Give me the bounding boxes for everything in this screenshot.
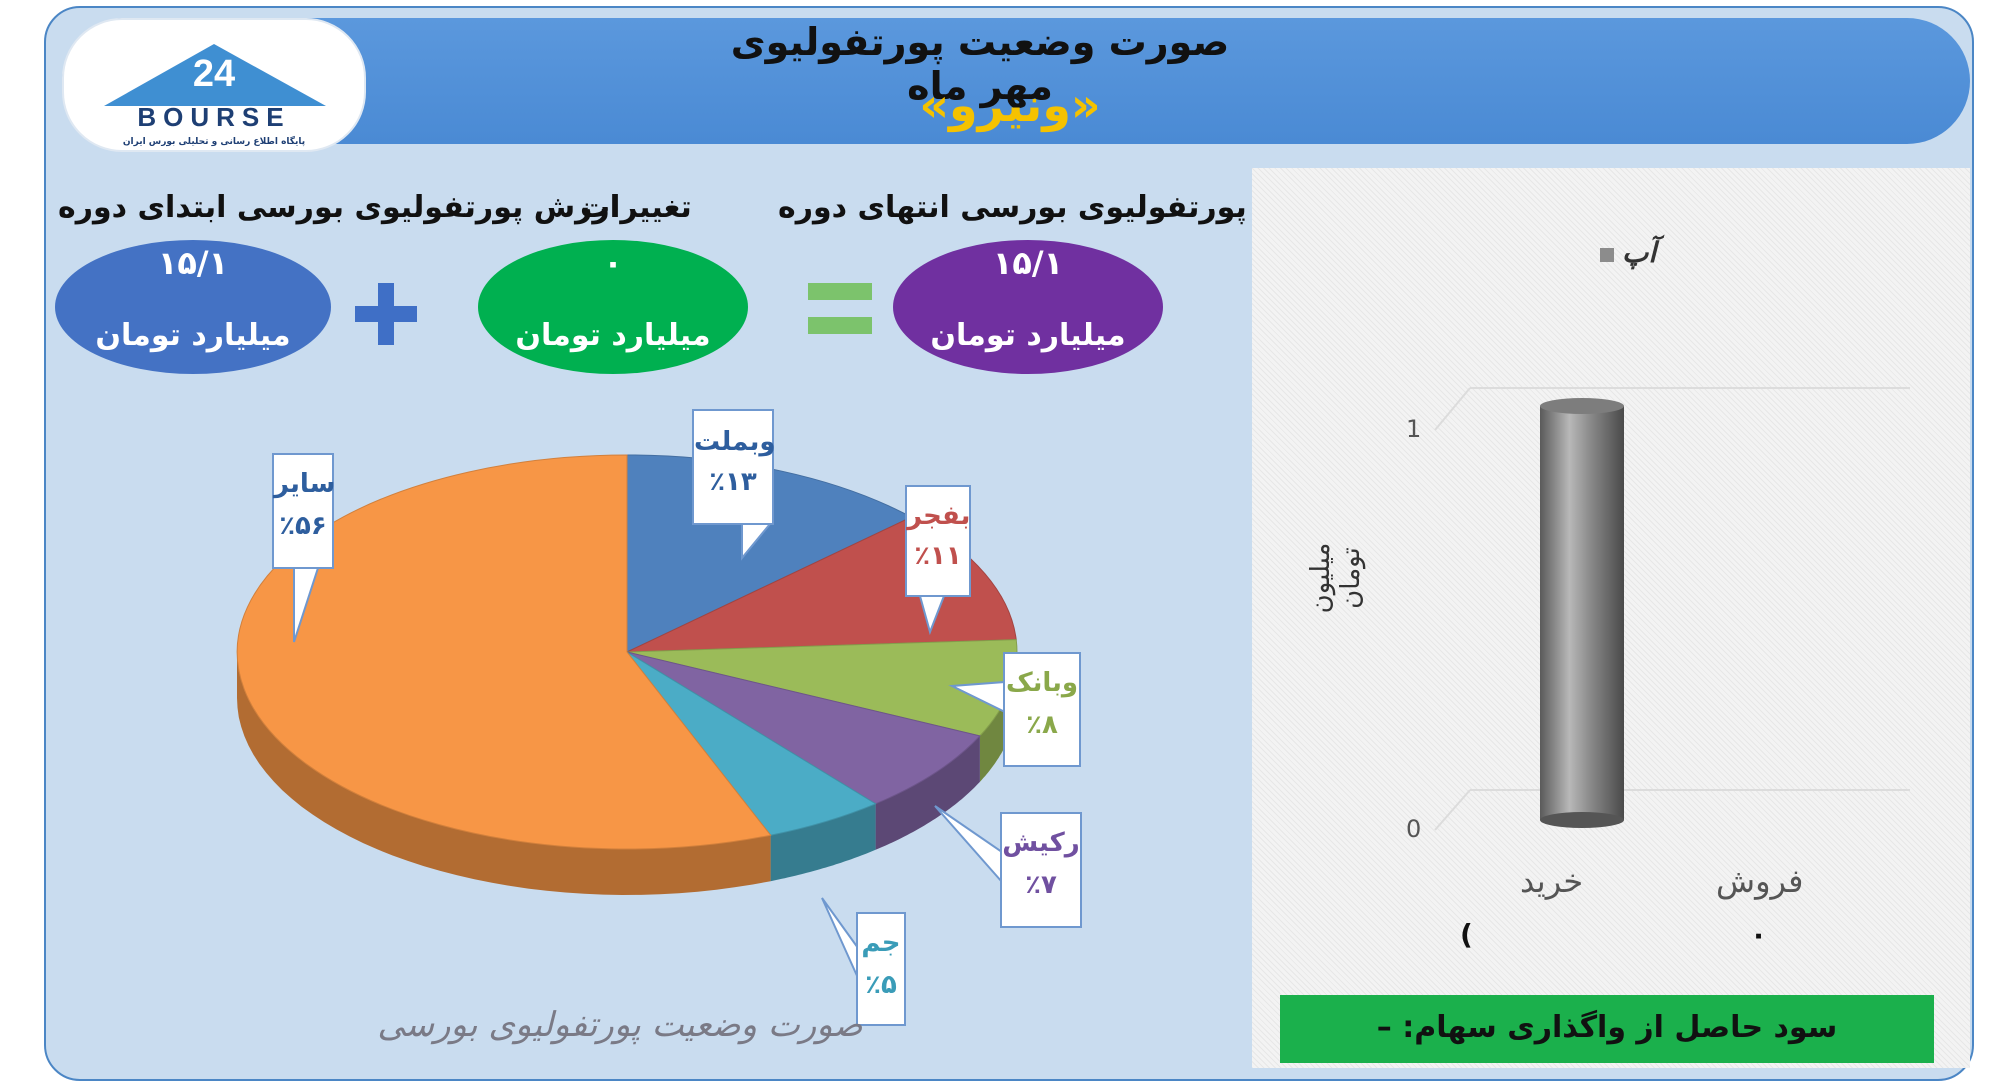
callout-percent: ٪۱۱ xyxy=(914,541,962,571)
logo-tagline: پایگاه اطلاع رسانی و تحلیلی بورس ایران xyxy=(123,135,305,147)
legend-swatch xyxy=(1600,248,1614,262)
page-title: صورت وضعیت پورتفولیوی مهر ماه xyxy=(730,20,1230,108)
pie-slice-3 xyxy=(626,651,981,805)
pie-side-2 xyxy=(979,652,1017,782)
logo-text: BOURSE xyxy=(137,102,290,132)
callout-name: بفجر xyxy=(907,501,971,531)
equals-icon xyxy=(808,283,872,335)
callout-name: وبانک xyxy=(1005,668,1079,698)
callout-bfajr: بفجر ٪۱۱ xyxy=(905,485,971,597)
callout-sayer: سایر ٪۵۶ xyxy=(272,453,336,569)
callout-percent: ٪۵۶ xyxy=(279,511,327,541)
portfolio-pie-chart xyxy=(236,454,1018,979)
callout-vbank: وبانک ٪۸ xyxy=(1003,652,1081,767)
pie-caption: صورت وضعیت پورتفولیوی بورسی xyxy=(377,1005,863,1045)
pie-side-5 xyxy=(237,652,771,895)
change-value-oval: ۰ میلیارد تومان xyxy=(478,240,748,374)
change-label: تغییرات xyxy=(580,190,692,225)
pie-slice-5 xyxy=(236,454,772,850)
end-value-label: ارزش پورتفولیوی بورسی انتهای دوره xyxy=(778,190,1344,225)
buy-value-text: ( xyxy=(1460,918,1473,951)
callout-name: رکیش xyxy=(1002,828,1080,858)
callout-rkish: رکیش ٪۷ xyxy=(1000,812,1082,928)
start-value-label: ارزش پورتفولیوی بورسی ابتدای دوره xyxy=(58,190,620,225)
sale-profit-bar: سود حاصل از واگذاری سهام: – xyxy=(1280,995,1934,1063)
legend-label: آپ xyxy=(1622,236,1657,269)
callout-name: جم xyxy=(861,928,901,958)
change-unit: میلیارد تومان xyxy=(515,318,711,353)
y-tick-0: 0 xyxy=(1406,815,1422,843)
callout-percent: ٪۱۳ xyxy=(709,467,757,497)
bar-base-0 xyxy=(1540,812,1624,828)
logo-number: 24 xyxy=(193,53,235,95)
end-value: ۱۵/۱ xyxy=(992,244,1064,282)
bourse24-logo: 24 BOURSE پایگاه اطلاع رسانی و تحلیلی بو… xyxy=(62,18,366,152)
end-value-oval: ۱۵/۱ میلیارد تومان xyxy=(893,240,1163,374)
bar-0 xyxy=(1540,406,1624,820)
fund-name: «ونیرو» xyxy=(919,78,1101,132)
start-unit: میلیارد تومان xyxy=(95,318,291,353)
grid-diag-top xyxy=(1434,387,1471,431)
y-axis-label: میلیون تومان xyxy=(1306,542,1366,614)
callout-name: سایر xyxy=(274,469,336,499)
category-sell: فروش xyxy=(1716,862,1804,900)
title-banner xyxy=(62,18,1970,144)
plus-icon xyxy=(355,283,417,345)
pie-side-3 xyxy=(875,735,980,850)
bar-chart-panel xyxy=(1252,168,1970,1068)
callout-vbmellat: وبملت ٪۱۳ xyxy=(692,409,776,525)
bar-top-0 xyxy=(1540,398,1624,414)
callout-percent: ٪۸ xyxy=(1026,710,1058,740)
callout-percent: ٪۵ xyxy=(865,970,897,1000)
sell-value-text: ۰ xyxy=(1750,918,1768,951)
y-tick-1: 1 xyxy=(1406,415,1422,443)
callout-jam: جم ٪۵ xyxy=(856,912,906,1026)
end-unit: میلیارد تومان xyxy=(930,318,1126,353)
category-buy: خرید xyxy=(1520,862,1584,900)
callout-percent: ٪۷ xyxy=(1025,870,1057,900)
grid-diag-bottom xyxy=(1434,789,1471,831)
start-value-oval: ۱۵/۱ میلیارد تومان xyxy=(55,240,331,374)
start-value: ۱۵/۱ xyxy=(157,244,229,282)
pie-side-4 xyxy=(770,803,876,882)
change-value: ۰ xyxy=(603,244,623,282)
callout-name: وبملت xyxy=(694,427,776,457)
